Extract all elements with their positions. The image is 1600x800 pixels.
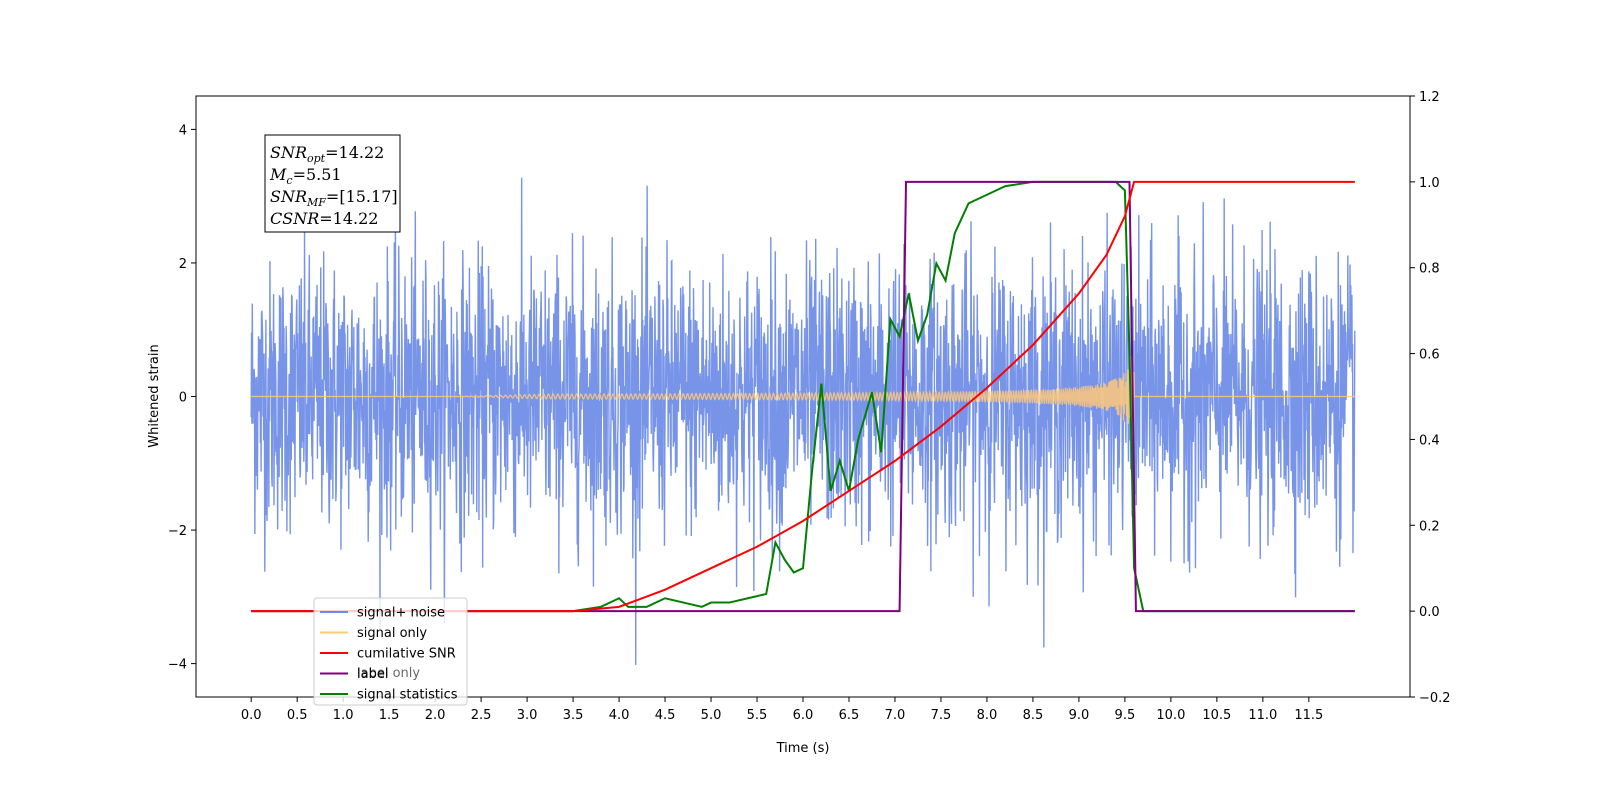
legend-label: signal statistics [357, 688, 458, 703]
x-axis-label: Time (s) [776, 741, 830, 756]
x-tick-label: 5.0 [701, 708, 722, 723]
series-line-2 [251, 180, 1355, 613]
x-tick-label: 11.5 [1294, 708, 1323, 723]
annotation-box [264, 134, 401, 233]
y-right-tick-label: 0.6 [1419, 348, 1440, 363]
y-axis-right: 1.2 1.0 0.8 0.6 0.4 0.2 0.0 −0.2 [1410, 90, 1451, 706]
x-axis: 0.0 0.5 1.0 1.5 2.0 2.5 3.0 3.5 4.0 4.5 5.0 5.5 6.0 6… [241, 697, 1323, 723]
series-signal-noise [250, 177, 1356, 666]
x-tick-label: 7.5 [931, 708, 952, 723]
x-tick-label: 10.5 [1202, 708, 1231, 723]
signal-noise-line [250, 177, 1356, 666]
x-tick-label: 6.5 [839, 708, 860, 723]
legend-label: signal only [357, 626, 427, 641]
x-tick-label: 6.0 [793, 708, 814, 723]
y-left-tick-label: −4 [168, 658, 187, 673]
signal-only-line [251, 354, 1355, 444]
x-tick-label: 3.0 [517, 708, 538, 723]
x-tick-label: 1.0 [333, 708, 354, 723]
y-left-tick-label: 0 [179, 391, 187, 406]
x-tick-label: 4.0 [609, 708, 630, 723]
x-tick-label: 2.5 [471, 708, 492, 723]
x-tick-label: 3.5 [563, 708, 584, 723]
x-tick-label: 5.5 [747, 708, 768, 723]
annotation-line: Mc=5.51 [269, 165, 342, 187]
series-line-3 [251, 180, 1355, 613]
y-axis-label: Whitened strain [147, 344, 162, 447]
legend-box [313, 597, 468, 706]
y-right-tick-label: 0.8 [1419, 262, 1440, 277]
x-tick-label: 9.5 [1115, 708, 1136, 723]
y-right-tick-label: 1.2 [1419, 90, 1440, 105]
annotation-line: CSNR=14.22 [270, 209, 378, 228]
x-tick-label: 4.5 [655, 708, 676, 723]
x-tick-label: 2.0 [425, 708, 446, 723]
x-tick-label: 0.0 [241, 708, 262, 723]
legend-label: label [357, 667, 388, 682]
annotation-line: SNRMF=[15.17] [270, 187, 398, 209]
legend-label-ghost: label only [357, 666, 420, 681]
y-right-tick-label: 0.2 [1419, 519, 1440, 534]
y-left-tick-label: −2 [168, 524, 187, 539]
legend-label: cumilative SNR [357, 647, 456, 662]
x-tick-label: 10.0 [1156, 708, 1185, 723]
x-tick-label: 8.5 [1023, 708, 1044, 723]
legend: signal+ noise signal only cumilative SNR la… [313, 597, 468, 706]
stats-annotation: SNRopt=14.22Mc=5.51SNRMF=[15.17]CSNR=14.… [264, 134, 401, 233]
right-axis-series [251, 180, 1355, 613]
series-signal-only [251, 354, 1355, 444]
x-tick-label: 8.0 [977, 708, 998, 723]
y-right-tick-label: 1.0 [1419, 176, 1440, 191]
y-axis-left: 4 2 0 −2 −4 [168, 123, 196, 673]
x-tick-label: 0.5 [287, 708, 308, 723]
x-tick-label: 1.5 [379, 708, 400, 723]
legend-label: signal+ noise [357, 606, 445, 621]
x-tick-label: 7.0 [885, 708, 906, 723]
annotation-line: SNRopt=14.22 [270, 143, 384, 165]
y-left-tick-label: 4 [179, 123, 187, 138]
y-right-tick-label: −0.2 [1419, 691, 1451, 706]
x-tick-label: 9.0 [1069, 708, 1090, 723]
y-right-tick-label: 0.0 [1419, 605, 1440, 620]
y-left-tick-label: 2 [179, 257, 187, 272]
y-right-tick-label: 0.4 [1419, 433, 1440, 448]
x-tick-label: 11.0 [1248, 708, 1277, 723]
